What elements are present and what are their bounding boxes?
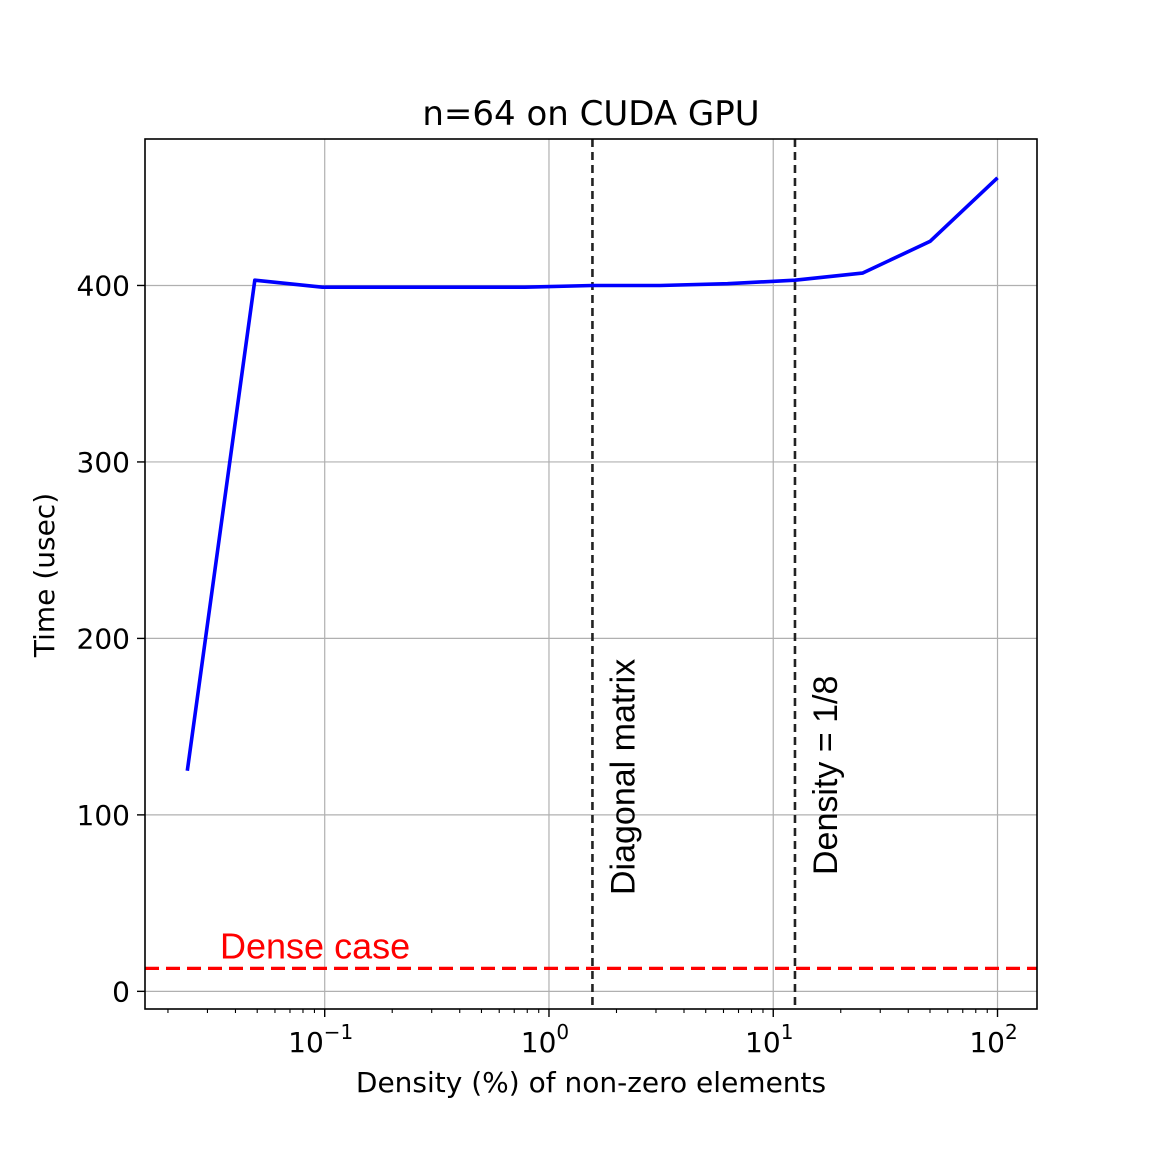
y-tick-label: 400 [77,269,130,302]
x-axis-title: Density (%) of non-zero elements [356,1066,826,1099]
vline-label: Density = 1/8 [807,676,845,875]
series-line [185,176,999,772]
y-tick-label: 100 [77,799,130,832]
x-tick-label: 100 [521,1020,569,1059]
reference-lines: Dense case Diagonal matrix Density = 1/8 [145,139,1037,1009]
y-tick-label: 200 [77,622,130,655]
ticks: 10−1 100 101 102 0 100 200 300 400 [77,269,1018,1059]
y-axis-title: Time (usec) [28,493,61,658]
y-tick-label: 300 [77,446,130,479]
chart-title: n=64 on CUDA GPU [422,94,759,134]
x-tick-label: 101 [745,1020,793,1059]
y-tick-label: 0 [112,975,130,1008]
plot-frame [144,138,1038,1010]
x-tick-label: 10−1 [288,1020,353,1059]
series [185,176,999,772]
dense-case-label: Dense case [220,925,410,966]
vline-label: Diagonal matrix [604,659,642,895]
x-tick-label: 102 [969,1020,1017,1059]
